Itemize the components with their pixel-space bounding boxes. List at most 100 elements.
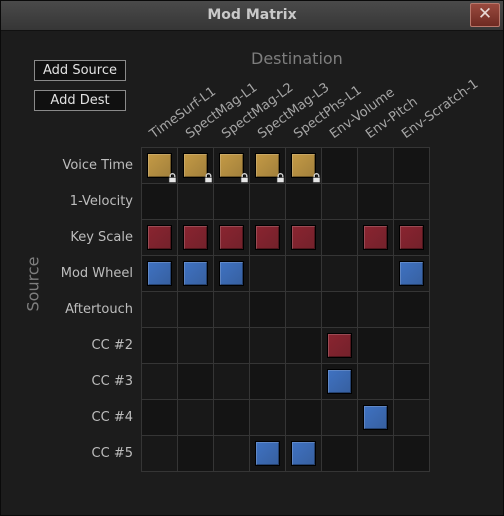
blue-modulation-square[interactable] xyxy=(219,261,244,286)
matrix-cell[interactable] xyxy=(214,184,250,220)
matrix-cell[interactable] xyxy=(322,220,358,256)
add-source-button[interactable]: Add Source xyxy=(34,60,126,81)
matrix-cell[interactable] xyxy=(142,256,178,292)
matrix-cell[interactable] xyxy=(286,400,322,436)
matrix-cell[interactable] xyxy=(178,256,214,292)
matrix-cell[interactable] xyxy=(286,436,322,472)
matrix-cell[interactable] xyxy=(286,292,322,328)
close-button[interactable]: ✕ xyxy=(470,3,500,27)
matrix-cell[interactable] xyxy=(250,184,286,220)
matrix-cell[interactable] xyxy=(358,256,394,292)
matrix-cell[interactable] xyxy=(394,184,430,220)
matrix-cell[interactable] xyxy=(250,364,286,400)
matrix-cell[interactable] xyxy=(178,328,214,364)
matrix-cell[interactable] xyxy=(322,364,358,400)
matrix-cell[interactable] xyxy=(250,256,286,292)
matrix-cell[interactable] xyxy=(322,436,358,472)
matrix-cell[interactable] xyxy=(178,436,214,472)
matrix-cell[interactable] xyxy=(286,184,322,220)
blue-modulation-square[interactable] xyxy=(255,441,280,466)
blue-modulation-square[interactable] xyxy=(147,261,172,286)
matrix-cell[interactable] xyxy=(214,256,250,292)
blue-modulation-square[interactable] xyxy=(363,405,388,430)
blue-modulation-square[interactable] xyxy=(291,441,316,466)
add-dest-button[interactable]: Add Dest xyxy=(34,90,126,111)
blue-modulation-square[interactable] xyxy=(183,261,208,286)
matrix-cell[interactable] xyxy=(214,436,250,472)
matrix-cell[interactable] xyxy=(394,148,430,184)
matrix-cell[interactable] xyxy=(286,220,322,256)
gold-modulation-square[interactable] xyxy=(291,153,316,178)
matrix-cell[interactable] xyxy=(178,184,214,220)
matrix-cell[interactable] xyxy=(358,220,394,256)
matrix-cell[interactable] xyxy=(358,400,394,436)
matrix-cell[interactable] xyxy=(178,364,214,400)
matrix-cell[interactable] xyxy=(214,292,250,328)
matrix-cell[interactable] xyxy=(394,400,430,436)
matrix-cell[interactable] xyxy=(394,220,430,256)
matrix-cell[interactable] xyxy=(214,148,250,184)
matrix-cell[interactable] xyxy=(322,148,358,184)
red-modulation-square[interactable] xyxy=(399,225,424,250)
matrix-cell[interactable] xyxy=(286,328,322,364)
matrix-cell[interactable] xyxy=(250,220,286,256)
matrix-cell[interactable] xyxy=(178,148,214,184)
matrix-cell[interactable] xyxy=(358,292,394,328)
red-modulation-square[interactable] xyxy=(183,225,208,250)
matrix-cell[interactable] xyxy=(142,184,178,220)
matrix-cell[interactable] xyxy=(142,436,178,472)
matrix-cell[interactable] xyxy=(214,400,250,436)
matrix-cell[interactable] xyxy=(214,220,250,256)
matrix-cell[interactable] xyxy=(214,364,250,400)
red-modulation-square[interactable] xyxy=(255,225,280,250)
matrix-cell[interactable] xyxy=(358,436,394,472)
matrix-cell[interactable] xyxy=(322,184,358,220)
gold-modulation-square[interactable] xyxy=(255,153,280,178)
red-modulation-square[interactable] xyxy=(219,225,244,250)
close-icon: ✕ xyxy=(477,4,493,24)
matrix-cell[interactable] xyxy=(178,400,214,436)
matrix-cell[interactable] xyxy=(322,400,358,436)
matrix-cell[interactable] xyxy=(178,292,214,328)
matrix-cell[interactable] xyxy=(394,364,430,400)
matrix-cell[interactable] xyxy=(394,436,430,472)
matrix-cell[interactable] xyxy=(214,328,250,364)
matrix-cell[interactable] xyxy=(358,184,394,220)
matrix-cell[interactable] xyxy=(358,148,394,184)
matrix-cell[interactable] xyxy=(322,256,358,292)
matrix-cell[interactable] xyxy=(142,220,178,256)
matrix-cell[interactable] xyxy=(322,328,358,364)
gold-modulation-square[interactable] xyxy=(219,153,244,178)
matrix-cell[interactable] xyxy=(286,256,322,292)
title-bar[interactable]: Mod Matrix ✕ xyxy=(1,1,503,31)
matrix-cell[interactable] xyxy=(142,328,178,364)
matrix-cell[interactable] xyxy=(142,292,178,328)
matrix-cell[interactable] xyxy=(250,436,286,472)
matrix-cell[interactable] xyxy=(142,148,178,184)
red-modulation-square[interactable] xyxy=(363,225,388,250)
matrix-cell[interactable] xyxy=(142,400,178,436)
matrix-cell[interactable] xyxy=(394,328,430,364)
blue-modulation-square[interactable] xyxy=(327,369,352,394)
matrix-cell[interactable] xyxy=(250,148,286,184)
gold-modulation-square[interactable] xyxy=(183,153,208,178)
red-modulation-square[interactable] xyxy=(327,333,352,358)
matrix-cell[interactable] xyxy=(394,292,430,328)
matrix-cell[interactable] xyxy=(358,364,394,400)
matrix-cell[interactable] xyxy=(250,292,286,328)
matrix-cell[interactable] xyxy=(286,148,322,184)
blue-modulation-square[interactable] xyxy=(399,261,424,286)
matrix-cell[interactable] xyxy=(358,328,394,364)
matrix-cell[interactable] xyxy=(142,364,178,400)
source-label: Mod Wheel xyxy=(60,266,133,281)
matrix-cell[interactable] xyxy=(178,220,214,256)
matrix-cell[interactable] xyxy=(250,328,286,364)
red-modulation-square[interactable] xyxy=(147,225,172,250)
matrix-cell[interactable] xyxy=(250,400,286,436)
matrix-cell[interactable] xyxy=(394,256,430,292)
matrix-cell[interactable] xyxy=(286,364,322,400)
matrix-cell[interactable] xyxy=(322,292,358,328)
red-modulation-square[interactable] xyxy=(291,225,316,250)
gold-modulation-square[interactable] xyxy=(147,153,172,178)
